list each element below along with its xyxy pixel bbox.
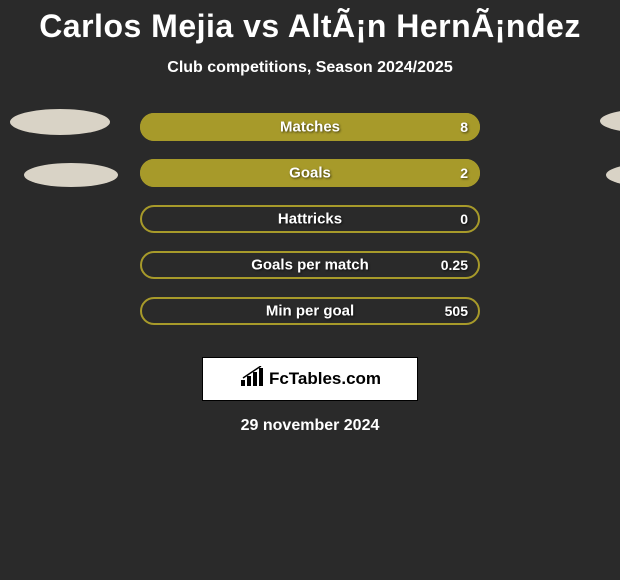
player-shape — [24, 163, 118, 187]
generation-date: 29 november 2024 — [0, 417, 620, 435]
player-shape — [606, 163, 620, 187]
stat-row: Matches 8 — [140, 113, 480, 141]
stat-row: Min per goal 505 — [140, 297, 480, 325]
stat-bars: Matches 8 Goals 2 Hattricks 0 Goals per match 0… — [140, 113, 480, 343]
stat-label: Hattricks — [278, 211, 342, 228]
stat-value: 0.25 — [441, 257, 468, 273]
stat-label: Goals — [289, 165, 331, 182]
stat-value: 505 — [445, 303, 468, 319]
page-title: Carlos Mejia vs AltÃ¡n HernÃ¡ndez — [0, 0, 620, 45]
comparison-chart: Matches 8 Goals 2 Hattricks 0 Goals per match 0… — [0, 113, 620, 343]
stat-value: 0 — [460, 211, 468, 227]
stat-row: Hattricks 0 — [140, 205, 480, 233]
subtitle: Club competitions, Season 2024/2025 — [0, 59, 620, 77]
stat-row: Goals 2 — [140, 159, 480, 187]
bar-chart-icon — [239, 366, 265, 393]
stat-value: 8 — [460, 119, 468, 135]
stat-value: 2 — [460, 165, 468, 181]
stat-row: Goals per match 0.25 — [140, 251, 480, 279]
player-shape — [10, 109, 110, 135]
stat-label: Min per goal — [266, 303, 354, 320]
fctables-logo: FcTables.com — [202, 357, 418, 401]
player-shape — [600, 109, 620, 133]
stat-label: Goals per match — [251, 257, 369, 274]
logo-text: FcTables.com — [269, 369, 381, 389]
stat-label: Matches — [280, 119, 340, 136]
